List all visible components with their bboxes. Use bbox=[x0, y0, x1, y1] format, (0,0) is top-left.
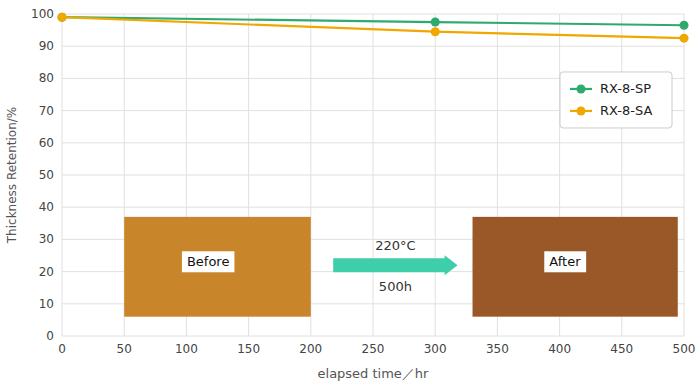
x-tick-label: 450 bbox=[610, 342, 633, 356]
x-tick-label: 500 bbox=[673, 342, 696, 356]
legend-label: RX-8-SP bbox=[600, 81, 651, 96]
series-marker bbox=[680, 34, 689, 43]
panel-label-bg bbox=[544, 251, 586, 272]
series-marker bbox=[431, 18, 440, 27]
x-tick-label: 350 bbox=[486, 342, 509, 356]
x-tick-label: 300 bbox=[424, 342, 447, 356]
x-tick-label: 250 bbox=[362, 342, 385, 356]
y-tick-label: 90 bbox=[39, 39, 54, 53]
y-grid-line bbox=[62, 110, 684, 111]
x-tick-label: 200 bbox=[299, 342, 322, 356]
series-marker bbox=[58, 13, 67, 22]
y-tick-label: 40 bbox=[39, 200, 54, 214]
panel-label: Before bbox=[187, 254, 230, 269]
y-grid-line bbox=[62, 207, 684, 208]
series-line bbox=[62, 17, 684, 38]
before-panel bbox=[124, 217, 311, 317]
annotation-panels: Before After 220°C 500h bbox=[124, 217, 678, 317]
x-tick-label: 50 bbox=[117, 342, 132, 356]
panel-label: After bbox=[549, 254, 581, 269]
y-tick-label: 70 bbox=[39, 104, 54, 118]
y-tick-label: 50 bbox=[39, 168, 54, 182]
x-tick-label: 100 bbox=[175, 342, 198, 356]
y-grid-line bbox=[62, 336, 684, 337]
legend-label: RX-8-SA bbox=[600, 103, 652, 118]
y-grid-line bbox=[62, 14, 684, 15]
legend-swatch-marker bbox=[577, 106, 586, 115]
y-tick-label: 0 bbox=[46, 329, 54, 343]
y-tick-label: 100 bbox=[31, 7, 54, 21]
x-tick-label: 150 bbox=[237, 342, 260, 356]
y-tick-label: 10 bbox=[39, 297, 54, 311]
panel-label-bg bbox=[182, 251, 235, 272]
y-grid-line bbox=[62, 46, 684, 47]
x-tick-label: 400 bbox=[548, 342, 571, 356]
series-marker bbox=[58, 13, 67, 22]
y-axis-label: Thickness Retention/% bbox=[5, 107, 19, 244]
arrow-label: 500h bbox=[379, 279, 412, 294]
y-tick-label: 20 bbox=[39, 265, 54, 279]
after-panel bbox=[473, 217, 678, 317]
y-grid-line bbox=[62, 142, 684, 143]
series-marker bbox=[431, 27, 440, 36]
legend-swatch-marker bbox=[577, 84, 586, 93]
plot-data bbox=[58, 13, 689, 43]
legend: RX-8-SP RX-8-SA bbox=[560, 72, 672, 128]
y-tick-label: 60 bbox=[39, 136, 54, 150]
y-grid-line bbox=[62, 175, 684, 176]
grid bbox=[62, 14, 684, 336]
y-tick-label: 30 bbox=[39, 232, 54, 246]
x-axis-label: elapsed time／hr bbox=[318, 366, 430, 381]
arrow-label: 220°C bbox=[375, 238, 415, 253]
series-marker bbox=[680, 21, 689, 30]
y-tick-label: 80 bbox=[39, 71, 54, 85]
arrow bbox=[333, 255, 457, 275]
legend-box bbox=[560, 72, 672, 128]
chart: 0 50 100 150 200 250 300 350 400 450 500 0 10 20 30 40 5… bbox=[0, 0, 700, 388]
x-tick-label: 0 bbox=[58, 342, 66, 356]
